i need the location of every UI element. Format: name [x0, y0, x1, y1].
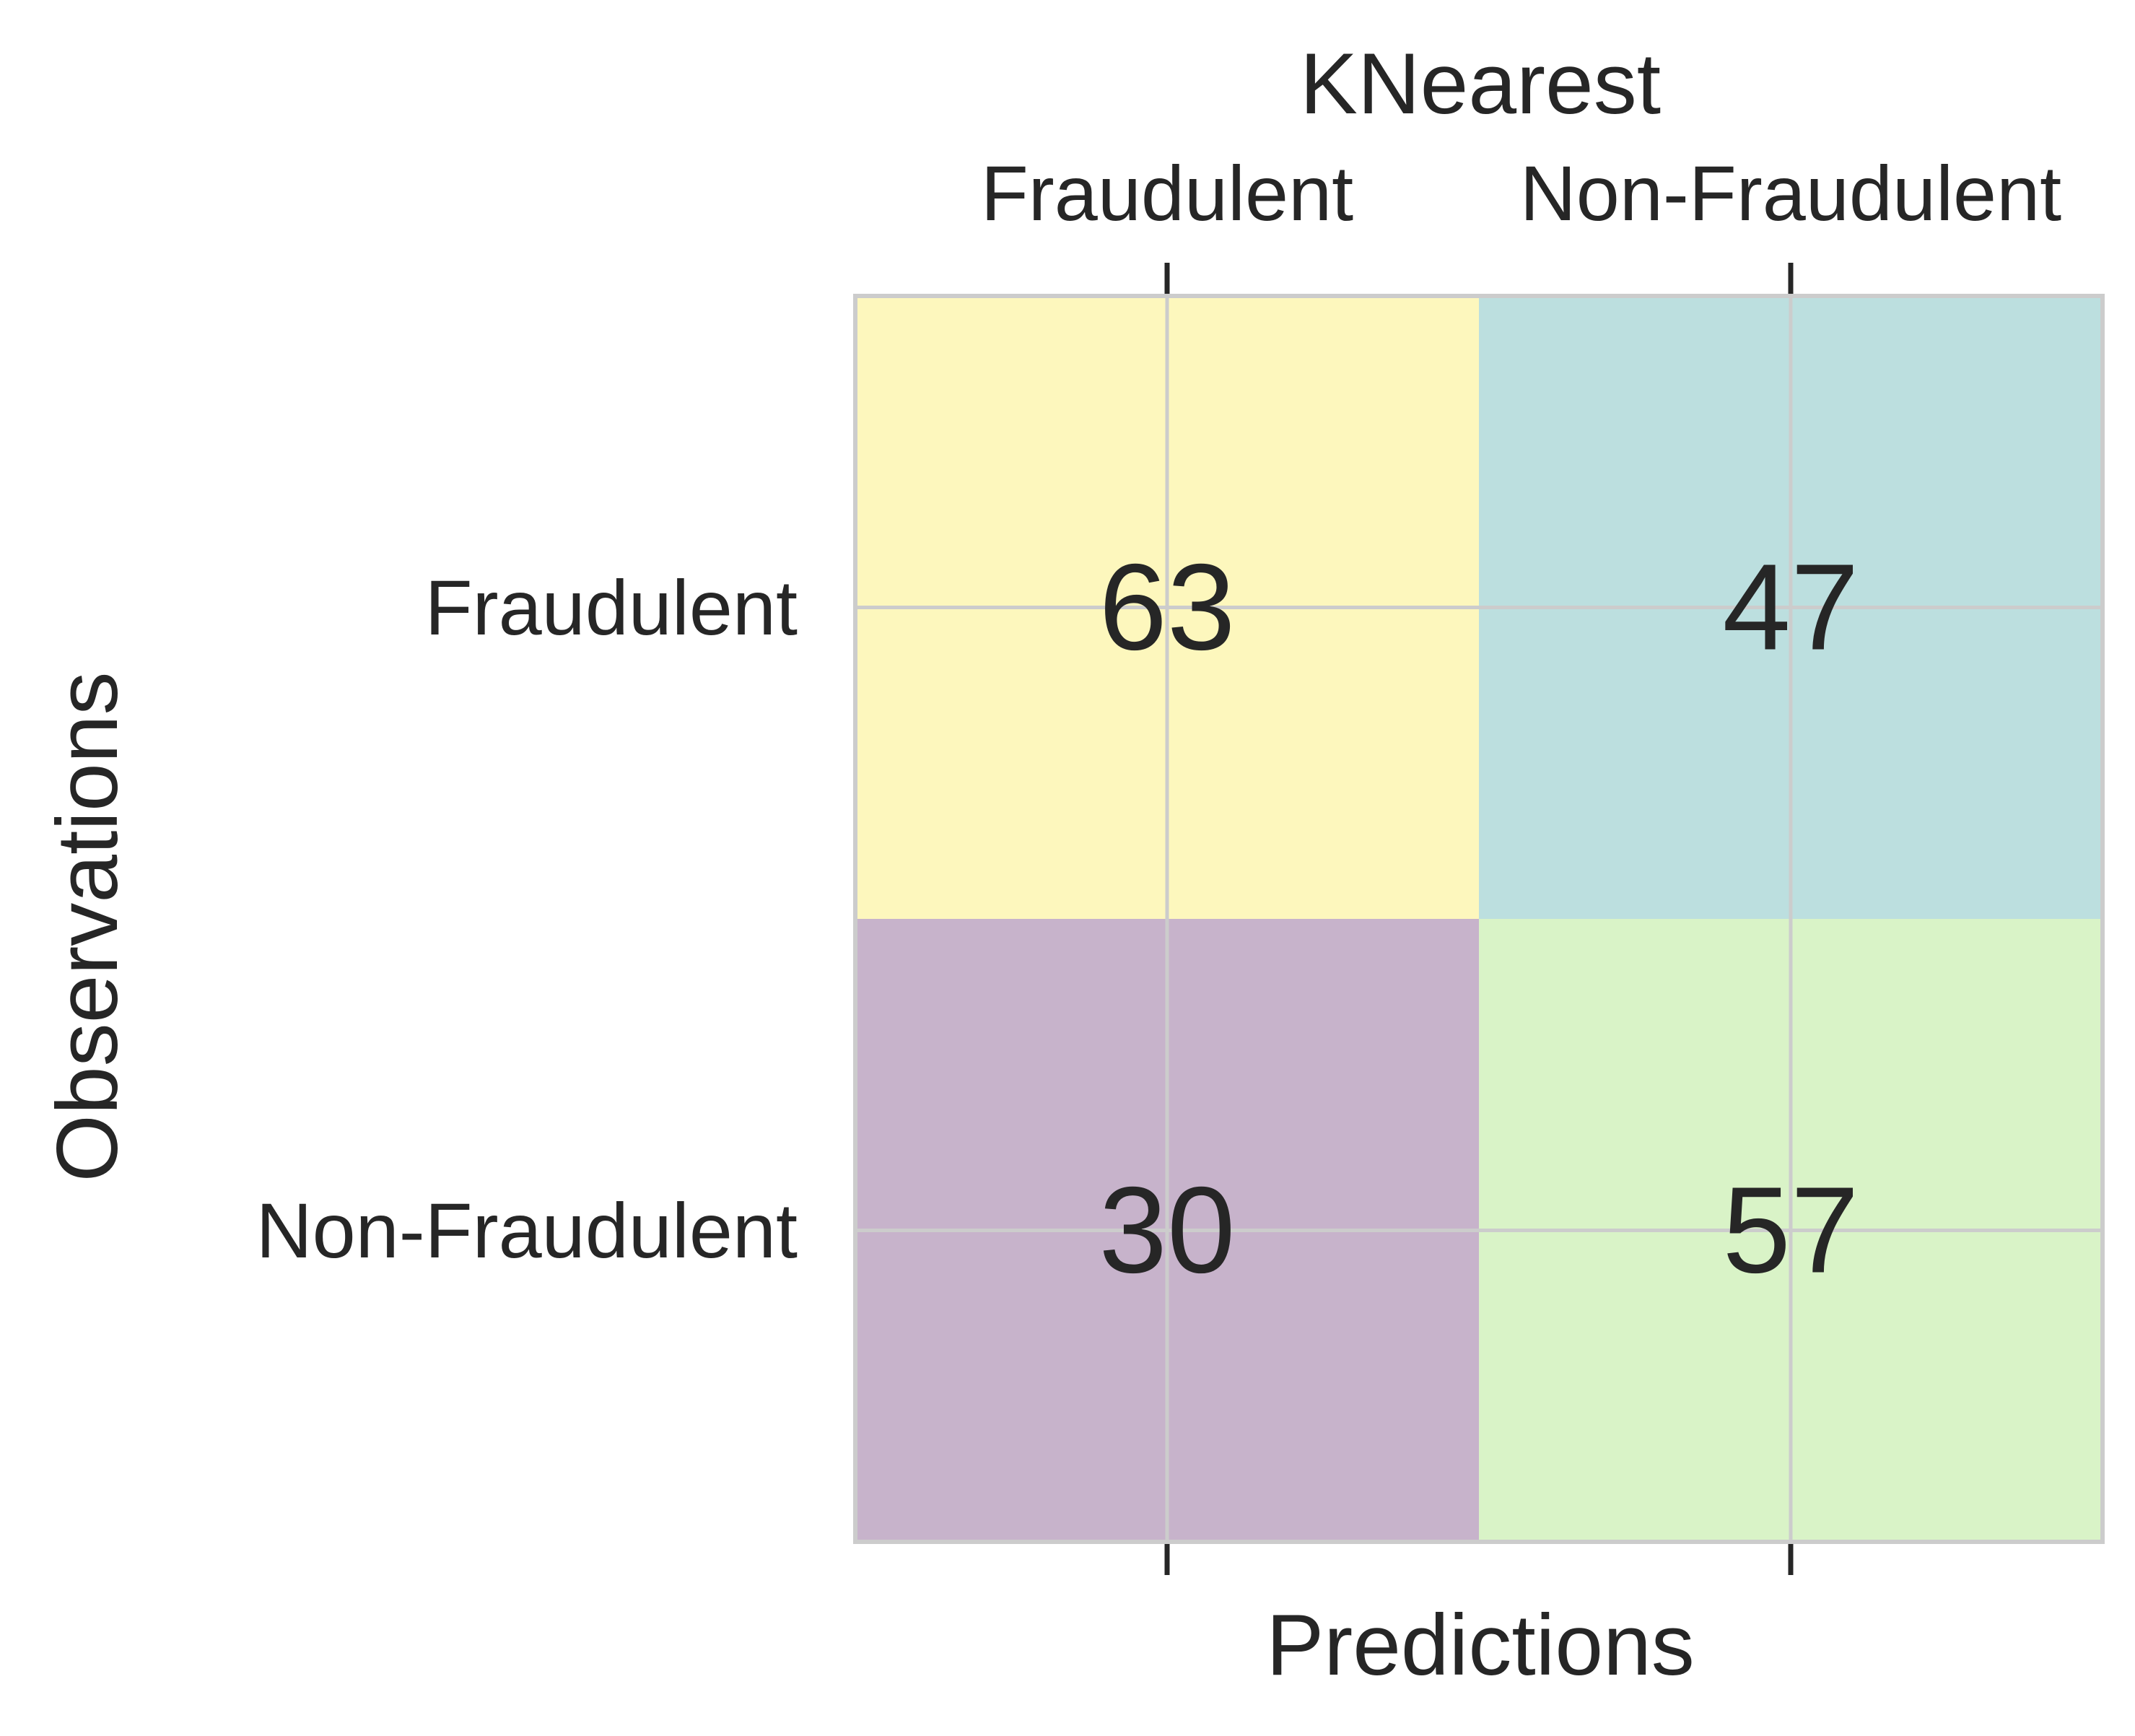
chart-title: KNearest: [1300, 35, 1661, 132]
cell-value-r1-c0: 30: [1099, 1162, 1235, 1299]
y-tick-label-0: Fraudulent: [425, 564, 798, 651]
plot-frame: [853, 294, 2105, 1544]
grid-lines: [855, 296, 2103, 1542]
x-axis-label: Predictions: [1266, 1597, 1695, 1693]
cell-value-r0-c0: 63: [1099, 539, 1235, 676]
axis-ticks: [1164, 263, 1794, 1575]
cell-value-r1-c1: 57: [1722, 1162, 1859, 1299]
heatmap-cells: [855, 296, 2103, 1542]
cell-value-r0-c1: 47: [1722, 539, 1859, 676]
tick-labels: Fraudulent Non-Fraudulent Fraudulent Non-Fr…: [256, 149, 2062, 1274]
x-tick-label-0: Fraudulent: [981, 149, 1353, 237]
x-tick-label-1: Non-Fraudulent: [1520, 149, 2061, 237]
cell-value-labels: 63 47 30 57: [1099, 539, 1859, 1299]
y-tick-label-1: Non-Fraudulent: [256, 1187, 798, 1274]
y-axis-label: Observations: [39, 672, 136, 1182]
